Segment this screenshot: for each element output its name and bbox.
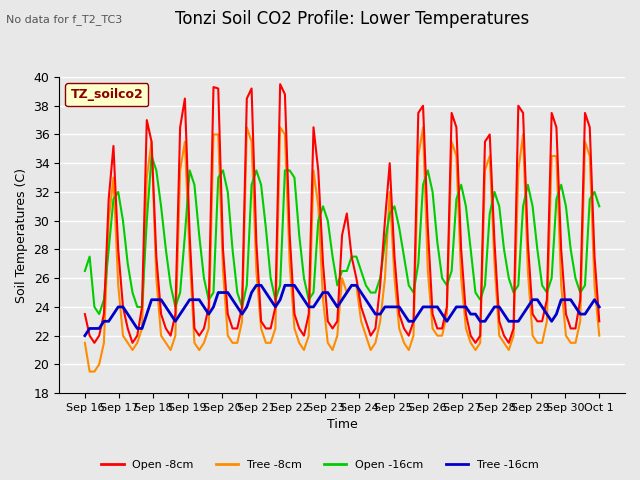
Legend: TZ_soilco2: TZ_soilco2	[65, 83, 148, 106]
X-axis label: Time: Time	[326, 419, 358, 432]
Y-axis label: Soil Temperatures (C): Soil Temperatures (C)	[15, 168, 28, 302]
Text: Tonzi Soil CO2 Profile: Lower Temperatures: Tonzi Soil CO2 Profile: Lower Temperatur…	[175, 10, 529, 28]
Text: No data for f_T2_TC3: No data for f_T2_TC3	[6, 14, 123, 25]
Legend: Open -8cm, Tree -8cm, Open -16cm, Tree -16cm: Open -8cm, Tree -8cm, Open -16cm, Tree -…	[97, 456, 543, 474]
